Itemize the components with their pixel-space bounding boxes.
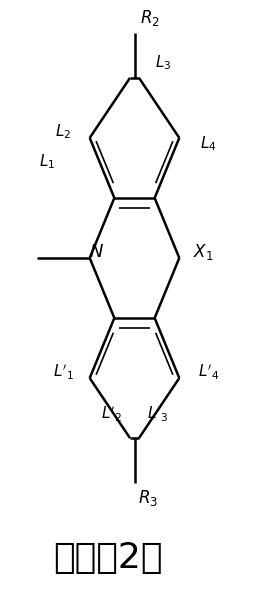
Text: $X_1$: $X_1$ <box>193 242 213 262</box>
Text: $L_4$: $L_4$ <box>200 135 217 153</box>
Text: $R_3$: $R_3$ <box>138 488 158 508</box>
Text: $L'_1$: $L'_1$ <box>53 362 74 382</box>
Text: $L'_4$: $L'_4$ <box>198 362 219 382</box>
Text: 通式（2）: 通式（2） <box>54 541 163 575</box>
Text: $L'_3$: $L'_3$ <box>147 404 168 424</box>
Text: $N$: $N$ <box>89 243 104 261</box>
Text: $L_1$: $L_1$ <box>40 153 56 171</box>
Text: $L_2$: $L_2$ <box>55 122 72 141</box>
Text: $L_3$: $L_3$ <box>154 53 171 72</box>
Text: $R_2$: $R_2$ <box>140 8 160 28</box>
Text: $L'_2$: $L'_2$ <box>101 404 122 424</box>
